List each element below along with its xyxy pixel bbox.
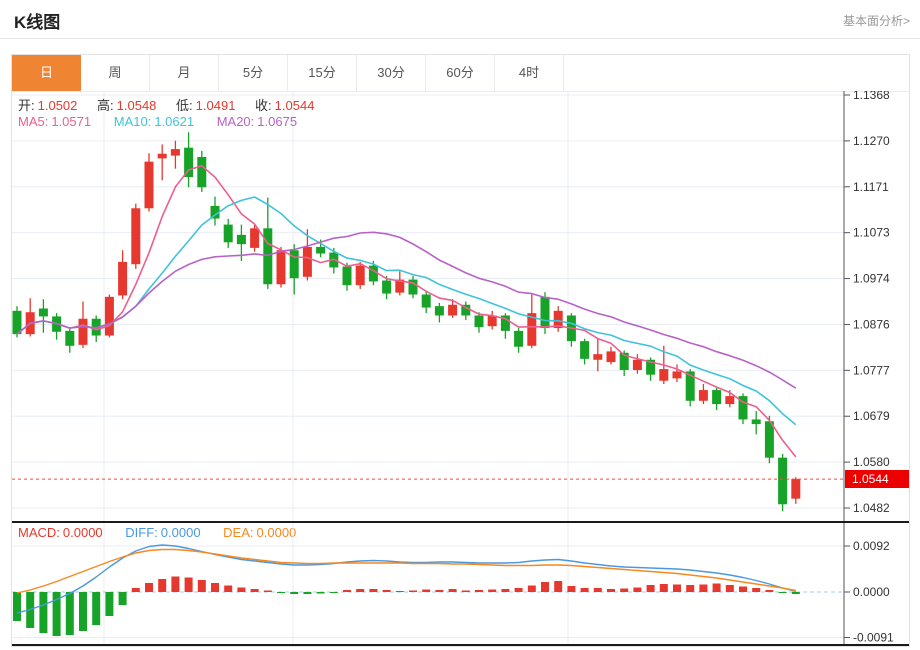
macd-histogram	[13, 576, 800, 636]
tab-15min[interactable]: 15分	[288, 55, 357, 91]
close-readout: 收: 1.0544	[255, 98, 315, 113]
ma20-line	[16, 231, 797, 389]
tab-week[interactable]: 周	[81, 55, 150, 91]
ma-legend: MA5: 1.0571 MA10: 1.0621 MA20: 1.0675	[18, 114, 316, 129]
diff-readout: DIFF: 0.0000	[125, 525, 201, 540]
y-axis-label: 1.0580	[853, 455, 890, 469]
tabs-row: 日周月 5分 15分 30分 60分 4时	[12, 55, 909, 92]
macd-legend: MACD: 0.0000 DIFF: 0.0000 DEA: 0.0000	[18, 525, 315, 540]
header-divider	[0, 38, 920, 39]
macd-axis-label: -0.0091	[853, 631, 894, 645]
macd-axis-label: 0.0092	[853, 539, 890, 553]
tab-day[interactable]: 日	[12, 55, 81, 91]
tab-4hour[interactable]: 4时	[495, 55, 564, 91]
ohlc-legend: 开: 1.0502 高: 1.0548 低: 1.0491 收: 1.0544	[18, 95, 330, 114]
page-title: K线图	[14, 13, 61, 32]
fundamental-analysis-link[interactable]: 基本面分析>	[842, 14, 910, 28]
low-readout: 低: 1.0491	[176, 98, 236, 113]
y-axis-label: 1.0777	[853, 363, 890, 377]
tab-month[interactable]: 月	[150, 55, 219, 91]
y-axis-label: 1.0974	[853, 272, 890, 286]
tab-60min[interactable]: 60分	[426, 55, 495, 91]
panel-separator	[12, 521, 909, 523]
ma10-line	[16, 196, 797, 426]
y-axis-label: 1.1270	[853, 134, 890, 148]
ma20-readout: MA20: 1.0675	[216, 114, 298, 129]
macd-axis-label: 0.0000	[853, 585, 890, 599]
y-axis-label: 1.0876	[853, 317, 890, 331]
y-axis-label: 1.1368	[853, 91, 890, 102]
tab-30min[interactable]: 30分	[357, 55, 426, 91]
diff-line	[16, 544, 796, 614]
tab-5min[interactable]: 5分	[219, 55, 288, 91]
candles-layer	[12, 132, 801, 512]
dea-readout: DEA: 0.0000	[223, 525, 297, 540]
macd-chart[interactable]: 0.0092 0.0000 -0.0091	[12, 523, 909, 645]
y-axis-label: 1.1171	[853, 180, 889, 194]
ma10-readout: MA10: 1.0621	[113, 114, 195, 129]
bottom-border-line	[12, 644, 909, 646]
macd-grid-layer	[12, 523, 850, 645]
ma5-line	[16, 165, 797, 458]
open-readout: 开: 1.0502	[18, 98, 78, 113]
dea-line	[16, 548, 796, 594]
chart-box: 日周月 5分 15分 30分 60分 4时 1.1368 1.1270 1.1171 1.107…	[11, 54, 910, 647]
y-axis-label: 1.0679	[853, 409, 890, 423]
high-readout: 高: 1.0548	[97, 98, 157, 113]
ma5-readout: MA5: 1.0571	[18, 114, 92, 129]
y-axis-label: 1.1073	[853, 226, 890, 240]
macd-readout: MACD: 0.0000	[18, 525, 103, 540]
price-tag: 1.0544	[845, 470, 909, 489]
grid-layer	[12, 91, 850, 521]
main-chart[interactable]: 1.1368 1.1270 1.1171 1.1073 1.0974 1.0876 1.07…	[12, 91, 909, 521]
y-axis-label: 1.0482	[853, 501, 890, 515]
